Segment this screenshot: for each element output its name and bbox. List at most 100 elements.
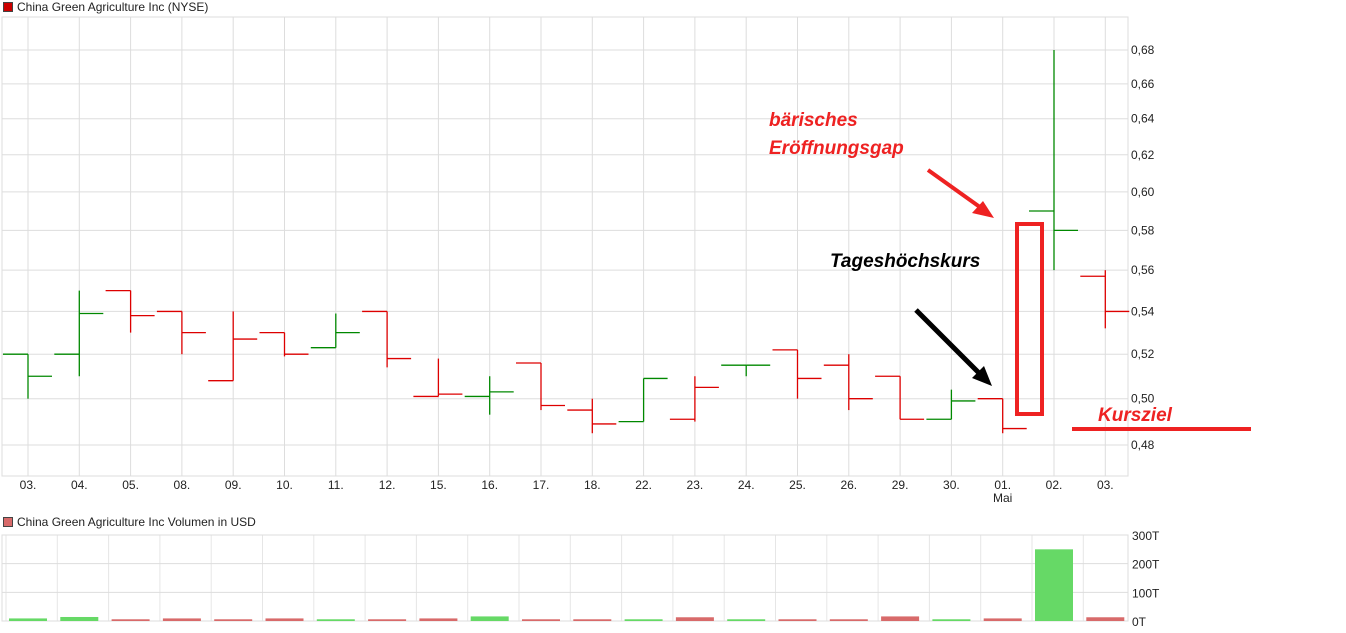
- month-label: Mai: [993, 491, 1012, 505]
- ohlc-bar: [54, 290, 104, 377]
- volume-bar: [316, 619, 355, 621]
- price-x-tick-label: 16.: [481, 478, 498, 492]
- volume-y-tick-label: 0T: [1132, 615, 1147, 629]
- ohlc-bar: [156, 310, 206, 355]
- price-x-tick-label: 29.: [892, 478, 909, 492]
- gap-annotation-line1: bärisches: [769, 110, 858, 131]
- price-x-tick-label: 26.: [840, 478, 857, 492]
- black-arrow-shaft: [914, 308, 984, 378]
- ohlc-bar: [721, 364, 771, 377]
- price-legend: China Green Agriculture Inc (NYSE): [3, 0, 208, 14]
- volume-bar: [829, 619, 868, 621]
- price-y-tick-label: 0,62: [1131, 148, 1155, 162]
- price-legend-swatch: [3, 2, 13, 12]
- ohlc-bar: [567, 398, 617, 434]
- price-y-tick-label: 0,58: [1131, 223, 1155, 237]
- volume-bar: [9, 618, 47, 621]
- volume-bar: [881, 616, 920, 621]
- volume-bar: [214, 619, 253, 621]
- price-x-tick-label: 18.: [584, 478, 601, 492]
- price-x-tick-label: 10.: [276, 478, 293, 492]
- volume-bar: [675, 617, 714, 621]
- volume-legend: China Green Agriculture Inc Volumen in U…: [3, 515, 256, 529]
- ohlc-bar: [3, 353, 52, 399]
- volume-bar: [1086, 617, 1125, 621]
- price-x-tick-label: 01.: [994, 478, 1011, 492]
- ohlc-bar: [413, 358, 463, 398]
- ohlc-bar: [772, 349, 822, 399]
- ohlc-bar: [516, 362, 565, 411]
- ohlc-bar: [823, 354, 873, 411]
- volume-y-tick-label: 100T: [1132, 586, 1160, 600]
- volume-y-tick-label: 300T: [1132, 529, 1160, 543]
- price-y-tick-label: 0,68: [1131, 43, 1155, 57]
- price-x-tick-label: 05.: [122, 478, 139, 492]
- volume-plot-frame: [1, 534, 1129, 622]
- price-x-tick-label: 02.: [1046, 478, 1063, 492]
- price-chart-title: China Green Agriculture Inc (NYSE): [17, 0, 209, 14]
- price-x-tick-label: 09.: [225, 478, 242, 492]
- gap-annotation-line2: Eröffnungsgap: [769, 138, 904, 159]
- ohlc-bar: [259, 331, 309, 357]
- ohlc-bar: [1029, 50, 1078, 271]
- price-x-tick-label: 04.: [71, 478, 88, 492]
- price-y-tick-label: 0,48: [1131, 438, 1155, 452]
- price-x-tick-label: 23.: [687, 478, 704, 492]
- ohlc-bar: [105, 289, 155, 333]
- price-y-tick-label: 0,60: [1131, 185, 1155, 199]
- ohlc-bar: [977, 398, 1027, 434]
- volume-y-tick-label: 200T: [1132, 558, 1160, 572]
- price-x-tick-label: 03.: [1097, 478, 1114, 492]
- price-y-tick-label: 0,66: [1131, 77, 1155, 91]
- gap-highlight-box: [1015, 222, 1044, 416]
- price-x-tick-label: 03.: [20, 478, 37, 492]
- price-y-tick-label: 0,64: [1131, 112, 1155, 126]
- price-y-tick-label: 0,54: [1131, 304, 1155, 318]
- volume-legend-swatch: [3, 517, 13, 527]
- volume-bar: [983, 618, 1022, 621]
- price-x-tick-label: 15.: [430, 478, 447, 492]
- volume-bar: [778, 619, 817, 621]
- price-x-tick-label: 24.: [738, 478, 755, 492]
- price-x-tick-label: 30.: [943, 478, 960, 492]
- price-target-annotation: Kursziel: [1098, 405, 1172, 426]
- price-x-tick-label: 12.: [379, 478, 396, 492]
- ohlc-bar: [1080, 270, 1130, 329]
- red-arrow-head: [972, 201, 994, 218]
- ohlc-bar: [310, 313, 360, 349]
- price-x-tick-label: 22.: [635, 478, 652, 492]
- ohlc-bar: [669, 376, 719, 422]
- ohlc-bar: [618, 377, 668, 423]
- price-y-tick-label: 0,50: [1131, 392, 1155, 406]
- price-y-tick-label: 0,52: [1131, 347, 1155, 361]
- price-x-tick-label: 08.: [174, 478, 191, 492]
- volume-bar: [162, 618, 201, 621]
- price-x-tick-label: 25.: [789, 478, 806, 492]
- ohlc-bar: [464, 376, 514, 415]
- price-x-tick-label: 17.: [533, 478, 550, 492]
- volume-chart-title: China Green Agriculture Inc Volumen in U…: [17, 515, 256, 529]
- day-high-annotation: Tageshöchskurs: [830, 251, 981, 272]
- volume-bar: [470, 616, 509, 621]
- ohlc-bar: [875, 375, 925, 420]
- price-x-tick-label: 11.: [328, 478, 344, 492]
- black-arrow-head: [972, 366, 992, 386]
- volume-bar: [419, 618, 458, 621]
- volume-bar: [60, 616, 99, 621]
- ohlc-bar: [208, 311, 258, 382]
- price-y-tick-label: 0,56: [1131, 263, 1155, 277]
- volume-bar: [1035, 549, 1073, 621]
- gap-annotation: bärisches Eröffnungsgap: [769, 107, 904, 163]
- volume-bar: [573, 619, 612, 621]
- price-plot-frame: [1, 16, 1129, 477]
- red-arrow-shaft: [926, 168, 986, 212]
- volume-bar: [265, 618, 304, 621]
- volume-bar: [727, 619, 766, 621]
- ohlc-bar: [926, 389, 976, 420]
- volume-bar: [522, 619, 560, 621]
- volume-bar: [932, 619, 971, 621]
- volume-bar: [624, 619, 663, 621]
- ohlc-bar: [362, 310, 412, 368]
